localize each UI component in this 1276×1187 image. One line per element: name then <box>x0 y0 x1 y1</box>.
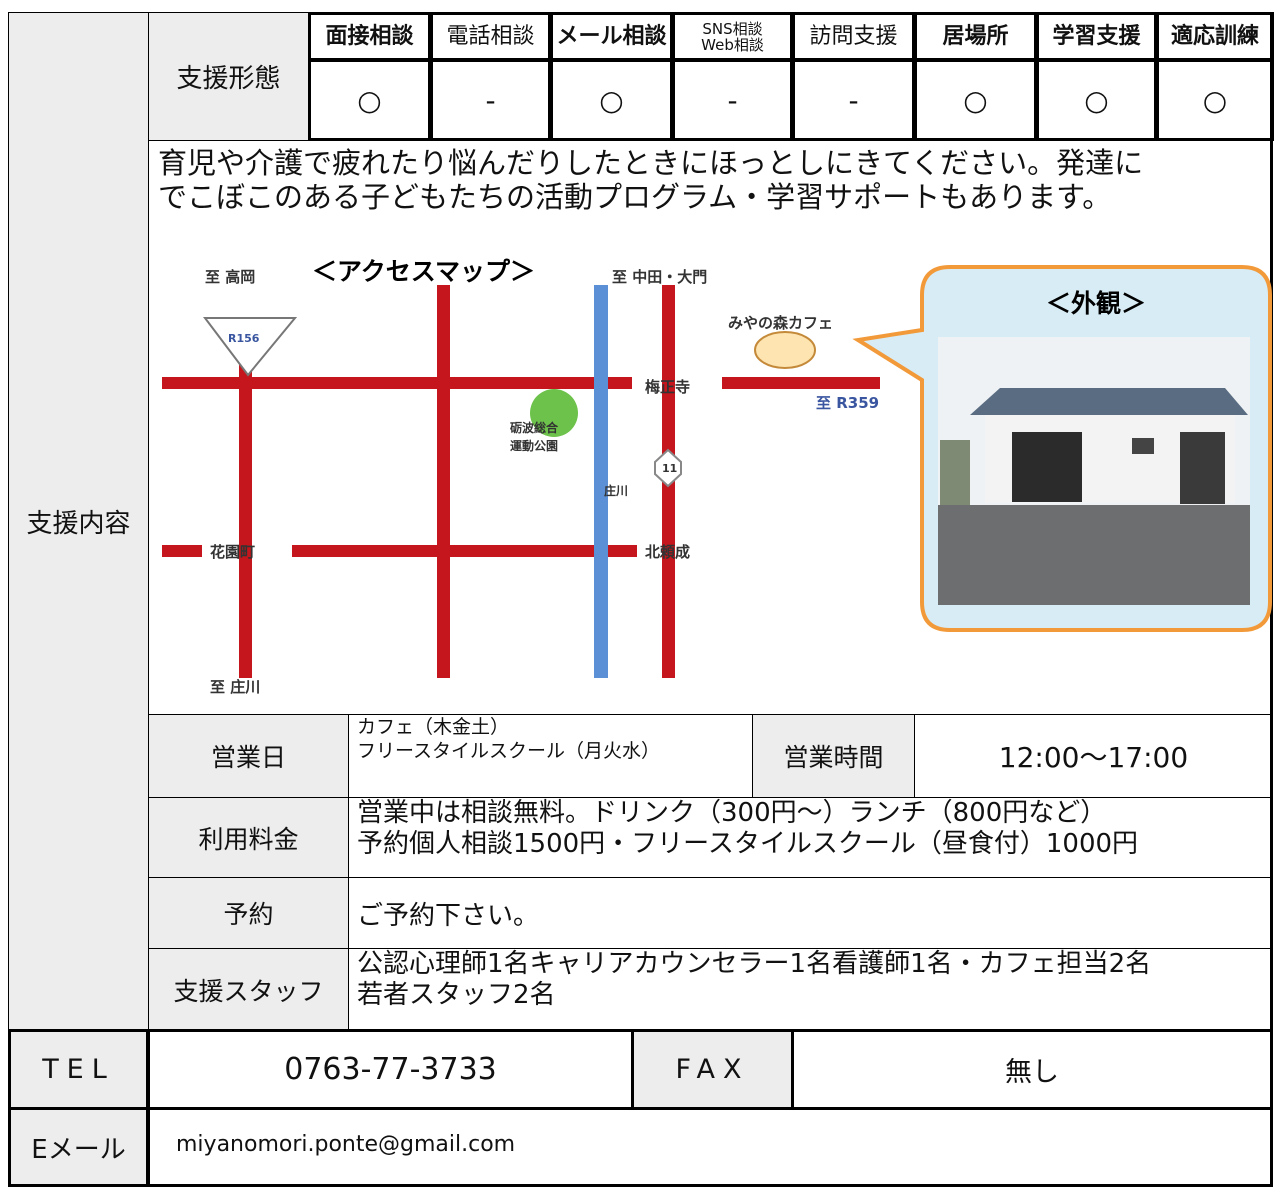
forms-label: 支援形態 <box>148 12 309 141</box>
text-line: 若者スタッフ2名 <box>357 980 556 1010</box>
description-line: でこぼこのある子どもたちの活動プログラム・学習サポートもあります。 <box>158 180 1112 214</box>
row-value: 12:00〜17:00 <box>914 714 1273 798</box>
row-label: 支援スタッフ <box>148 948 349 1031</box>
access-map: 至 高岡 R156 至 中田・大門 みやの森カフェ 梅正寺 至 R359 砺波総… <box>162 257 1272 696</box>
map-label: 至 庄川 <box>210 678 260 696</box>
form-mark: ○ <box>550 59 673 141</box>
map-label: 北頼成 <box>645 543 690 561</box>
map-title: ＜アクセスマップ＞ <box>312 257 535 286</box>
photo-bubble: ＜外観＞ <box>852 265 1272 632</box>
text-line: カフェ（木金土） <box>357 716 510 738</box>
map-label: 砺波総合 <box>510 420 559 435</box>
row-label: 予約 <box>148 877 349 949</box>
form-mark: - <box>430 59 551 141</box>
map-label: 至 中田・大門 <box>612 268 707 286</box>
email-value: miyanomori.ponte@gmail.com <box>147 1107 1273 1187</box>
map-label: 11 <box>662 462 677 475</box>
form-name: 電話相談 <box>430 12 551 61</box>
form-mark: - <box>792 59 915 141</box>
form-name: 適応訓練 <box>1156 12 1274 61</box>
text-line: 予約個人相談1500円・フリースタイルスクール（昼食付）1000円 <box>357 829 1139 859</box>
row-value: ご予約下さい。 <box>348 877 1273 949</box>
form-name: 訪問支援 <box>792 12 915 61</box>
form-mark: ○ <box>1036 59 1157 141</box>
map-label: 庄川 <box>604 483 628 498</box>
row-label: 利用料金 <box>148 797 349 878</box>
roads <box>162 285 880 678</box>
text-line: 公認心理師1名キャリアカウンセラー1名看護師1名・カフェ担当2名 <box>357 949 1152 979</box>
text-line: フリースタイルスクール（月火水） <box>357 740 661 762</box>
description: 育児や介護で疲れたり悩んだりしたときにほっとしにきてください。発達に でこぼこの… <box>158 146 1143 214</box>
form-name: メール相談 <box>550 12 673 61</box>
photo-title: ＜外観＞ <box>1046 289 1146 318</box>
support-label: 支援内容 <box>8 12 149 1031</box>
form-name: 面接相談 <box>308 12 431 61</box>
map-label: 花園町 <box>210 543 255 561</box>
form-mark: ○ <box>1156 59 1274 141</box>
row-value: 営業中は相談無料。ドリンク（300円〜）ランチ（800円など） 予約個人相談15… <box>348 797 1273 878</box>
fax-label: FAX <box>631 1029 794 1110</box>
map-label: 運動公園 <box>510 438 558 453</box>
form-name: SNS相談 Web相談 <box>672 12 793 61</box>
row-value: カフェ（木金土） フリースタイルスクール（月火水） <box>348 714 753 798</box>
tel-label: TEL <box>8 1029 149 1110</box>
description-line: 育児や介護で疲れたり悩んだりしたときにほっとしにきてください。発達に <box>158 146 1144 180</box>
map-label: 梅正寺 <box>645 378 690 396</box>
form-mark: ○ <box>308 59 431 141</box>
form-name: 居場所 <box>914 12 1037 61</box>
tel-value: 0763-77-3733 <box>147 1029 634 1110</box>
form-mark: - <box>672 59 793 141</box>
row-label: 営業日 <box>148 714 349 798</box>
fax-value: 無し <box>791 1029 1273 1110</box>
map-label: みやの森カフェ <box>728 314 833 332</box>
text-line: 営業中は相談無料。ドリンク（300円〜）ランチ（800円など） <box>357 798 1107 828</box>
form-name: 学習支援 <box>1036 12 1157 61</box>
row-value: 公認心理師1名キャリアカウンセラー1名看護師1名・カフェ担当2名 若者スタッフ2… <box>348 948 1273 1031</box>
map-label: 至 R359 <box>816 394 879 412</box>
email-label: Eメール <box>8 1107 149 1187</box>
map-label: R156 <box>228 332 260 345</box>
map-label: 至 高岡 <box>205 268 255 286</box>
form-mark: ○ <box>914 59 1037 141</box>
row-label: 営業時間 <box>752 714 915 798</box>
